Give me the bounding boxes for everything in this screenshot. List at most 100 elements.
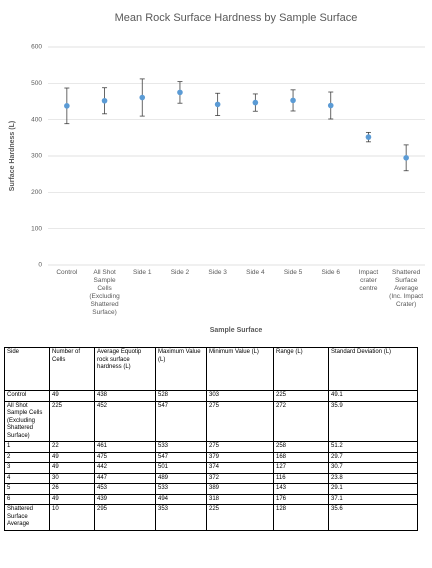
x-tick-label: Side 4 bbox=[246, 269, 265, 276]
table-row: Shattered Surface Average 10 295 353 225 128 3… bbox=[4, 504, 418, 531]
table-cell: 547 bbox=[155, 451, 207, 463]
table-cell: 49 bbox=[49, 493, 95, 505]
table-cell: 275 bbox=[206, 441, 274, 453]
table-cell: 23.8 bbox=[328, 472, 418, 484]
data-point bbox=[290, 97, 296, 104]
header-cell: Range (L) bbox=[273, 347, 329, 391]
table-cell: 547 bbox=[155, 400, 207, 442]
table-cell: 1 bbox=[4, 441, 50, 453]
data-point bbox=[403, 155, 409, 161]
header-cell: Standard Deviation (L) bbox=[328, 347, 418, 391]
table-cell: 452 bbox=[94, 400, 156, 442]
header-cell: Maximum Value (L) bbox=[155, 347, 207, 391]
x-axis-title: Sample Surface bbox=[210, 327, 263, 334]
table-cell: 49 bbox=[49, 462, 95, 474]
table-cell: Control bbox=[4, 390, 50, 402]
x-tick-label: Side 3 bbox=[208, 269, 227, 276]
table-cell: 26 bbox=[49, 483, 95, 495]
table-cell: 37.1 bbox=[328, 493, 418, 505]
y-tick-label: 400 bbox=[31, 116, 42, 123]
table-cell: Shattered Surface Average bbox=[4, 504, 50, 531]
header-cell: Minimum Value (L) bbox=[206, 347, 274, 391]
table-cell: 275 bbox=[206, 400, 274, 442]
table-cell: 533 bbox=[155, 483, 207, 495]
table-cell: 35.9 bbox=[328, 400, 418, 442]
table-cell: 494 bbox=[155, 493, 207, 505]
table-cell: 29.1 bbox=[328, 483, 418, 495]
table-cell: 2 bbox=[4, 451, 50, 463]
table-row: 5 26 453 533 389 143 29.1 bbox=[4, 483, 418, 495]
data-point bbox=[64, 103, 70, 109]
table-cell: 116 bbox=[273, 472, 329, 484]
x-tick-label: Side 5 bbox=[283, 269, 303, 276]
x-tick-label: Side 1 bbox=[133, 269, 152, 276]
table-cell: 389 bbox=[206, 483, 274, 495]
table-cell: 4 bbox=[4, 472, 50, 484]
table-row: All Shot Sample Cells (Excluding Shatter… bbox=[4, 400, 418, 442]
data-point bbox=[214, 101, 221, 108]
y-tick-label: 100 bbox=[31, 225, 42, 232]
data-point bbox=[177, 89, 183, 96]
x-tick-label: Control bbox=[56, 269, 78, 276]
table-row: Control 49 438 528 303 225 49.1 bbox=[4, 390, 418, 402]
data-point bbox=[101, 97, 108, 104]
table-cell: 295 bbox=[94, 504, 156, 531]
table-cell: 3 bbox=[4, 462, 50, 474]
table-cell: 35.6 bbox=[328, 504, 418, 531]
table-row: 6 49 439 494 318 176 37.1 bbox=[4, 493, 418, 505]
table-cell: 447 bbox=[94, 472, 156, 484]
header-row: Side Number of Cells Average Equotip rock … bbox=[4, 347, 418, 391]
table-cell: 225 bbox=[49, 400, 95, 442]
header-cell: Number of Cells bbox=[49, 347, 95, 391]
table-cell: 318 bbox=[206, 493, 274, 505]
table-cell: 461 bbox=[94, 441, 156, 453]
chart: Mean Rock Surface Hardness by Sample Sur… bbox=[9, 12, 425, 334]
table-cell: 453 bbox=[94, 483, 156, 495]
header-cell: Side bbox=[4, 347, 50, 391]
table-cell: 51.2 bbox=[328, 441, 418, 453]
table-cell: 353 bbox=[155, 504, 207, 531]
table-row: 4 30 447 489 372 116 23.8 bbox=[4, 472, 418, 484]
table-cell: 10 bbox=[49, 504, 95, 531]
table-cell: 379 bbox=[206, 451, 274, 463]
chart-title: Mean Rock Surface Hardness by Sample Sur… bbox=[115, 12, 358, 24]
table-cell: 501 bbox=[155, 462, 207, 474]
data-point bbox=[252, 99, 259, 106]
table-cell: 128 bbox=[273, 504, 329, 531]
table-cell: 176 bbox=[273, 493, 329, 505]
table-cell: 272 bbox=[273, 400, 329, 442]
table-cell: 6 bbox=[4, 493, 50, 505]
x-tick-label: All Shot Sample Cells (Excluding Shatter… bbox=[89, 269, 120, 316]
table-cell: 49 bbox=[49, 390, 95, 402]
table-cell: 225 bbox=[273, 390, 329, 402]
table-cell: 442 bbox=[94, 462, 156, 474]
table-cell: 372 bbox=[206, 472, 274, 484]
table-cell: All Shot Sample Cells (Excluding Shatter… bbox=[4, 400, 50, 442]
table-cell: 374 bbox=[206, 462, 274, 474]
table-cell: 439 bbox=[94, 493, 156, 505]
table-cell: 49 bbox=[49, 451, 95, 463]
data-point bbox=[365, 134, 372, 140]
table-row: 3 49 442 501 374 127 30.7 bbox=[4, 462, 418, 474]
data-point bbox=[327, 102, 334, 109]
y-tick-label: 300 bbox=[31, 153, 42, 160]
table-cell: 303 bbox=[206, 390, 274, 402]
table-cell: 5 bbox=[4, 483, 50, 495]
table-cell: 489 bbox=[155, 472, 207, 484]
y-tick-label: 600 bbox=[31, 44, 42, 51]
table-cell: 127 bbox=[273, 462, 329, 474]
y-tick-label: 0 bbox=[38, 262, 42, 269]
table-cell: 533 bbox=[155, 441, 207, 453]
header-cell: Average Equotip rock surface hardness (L… bbox=[94, 347, 156, 391]
table-cell: 143 bbox=[273, 483, 329, 495]
table-cell: 22 bbox=[49, 441, 95, 453]
table-cell: 30.7 bbox=[328, 462, 418, 474]
table-row: 2 49 475 547 379 168 29.7 bbox=[4, 451, 418, 463]
table-row: 1 22 461 533 275 258 51.2 bbox=[4, 441, 418, 453]
data-table: Side Number of Cells Average Equotip rock … bbox=[4, 347, 418, 531]
table-cell: 168 bbox=[273, 451, 329, 463]
table-cell: 258 bbox=[273, 441, 329, 453]
y-tick-label: 200 bbox=[31, 189, 42, 196]
table-cell: 30 bbox=[49, 472, 95, 484]
